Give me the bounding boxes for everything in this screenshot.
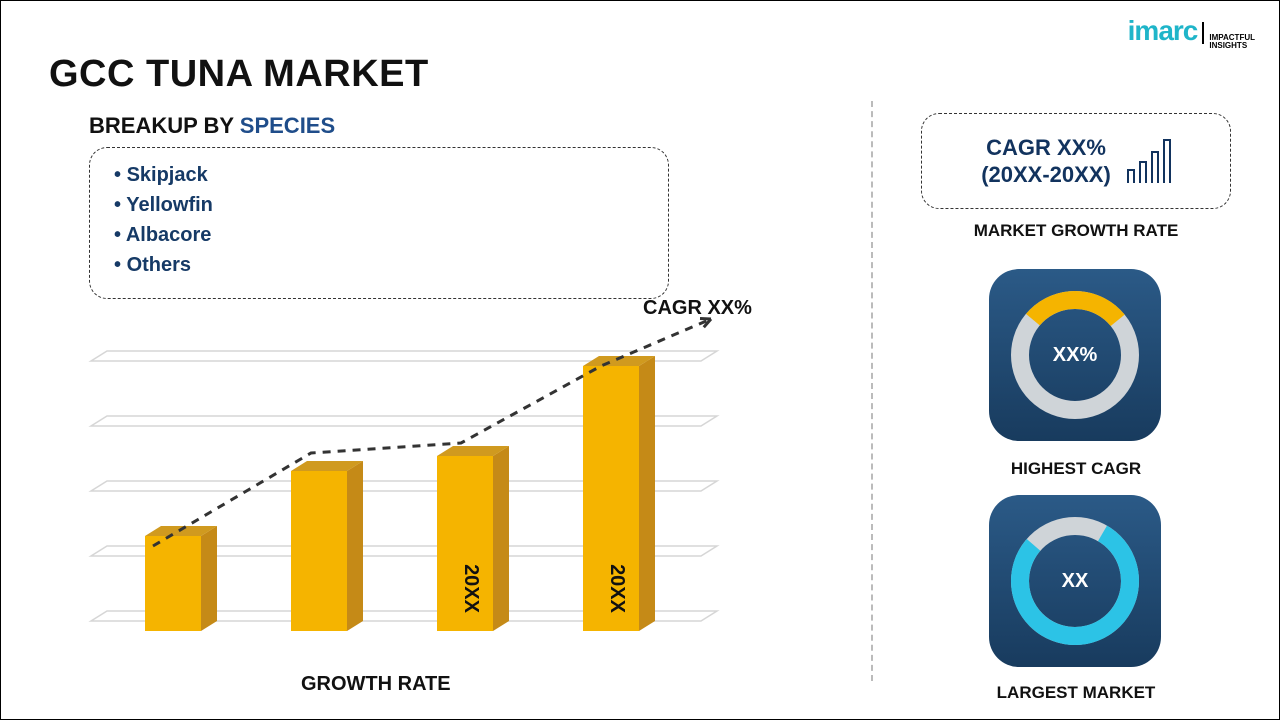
page-title: GCC TUNA MARKET	[49, 53, 429, 96]
growth-rate-chart: 20XX 20XX	[81, 311, 761, 651]
species-list: Skipjack Yellowfin Albacore Others	[114, 160, 644, 280]
species-list-box: Skipjack Yellowfin Albacore Others	[89, 147, 669, 299]
logo-text: imarc	[1128, 15, 1198, 47]
species-item: Others	[114, 250, 644, 280]
mini-bars-icon	[1127, 139, 1171, 183]
tile1-value: XX%	[1053, 344, 1097, 367]
species-item: Albacore	[114, 220, 644, 250]
caption-market-growth-rate: MARKET GROWTH RATE	[921, 221, 1231, 241]
breakup-subtitle: BREAKUP BY SPECIES	[89, 113, 335, 139]
chart-x-axis-label: GROWTH RATE	[301, 673, 451, 696]
tile-highest-cagr: XX%	[989, 269, 1161, 441]
species-item: Skipjack	[114, 160, 644, 190]
cagr-line1: CAGR XX%	[981, 134, 1111, 162]
vertical-divider	[871, 101, 873, 681]
brand-logo: imarc IMPACTFUL INSIGHTS	[1128, 15, 1255, 50]
chart-svg: 20XX 20XX	[81, 311, 761, 651]
species-item: Yellowfin	[114, 190, 644, 220]
tile2-value: XX	[1062, 570, 1089, 593]
cagr-box-text: CAGR XX% (20XX-20XX)	[981, 134, 1111, 189]
caption-highest-cagr: HIGHEST CAGR	[921, 459, 1231, 479]
logo-separator	[1202, 22, 1204, 44]
subtitle-accent: SPECIES	[240, 113, 335, 138]
subtitle-prefix: BREAKUP BY	[89, 113, 240, 138]
cagr-box: CAGR XX% (20XX-20XX)	[921, 113, 1231, 209]
svg-text:20XX: 20XX	[606, 564, 628, 614]
cagr-line2: (20XX-20XX)	[981, 161, 1111, 189]
logo-tagline: IMPACTFUL INSIGHTS	[1209, 34, 1255, 50]
caption-largest-market: LARGEST MARKET	[921, 683, 1231, 703]
tile-largest-market: XX	[989, 495, 1161, 667]
svg-text:20XX: 20XX	[460, 564, 482, 614]
